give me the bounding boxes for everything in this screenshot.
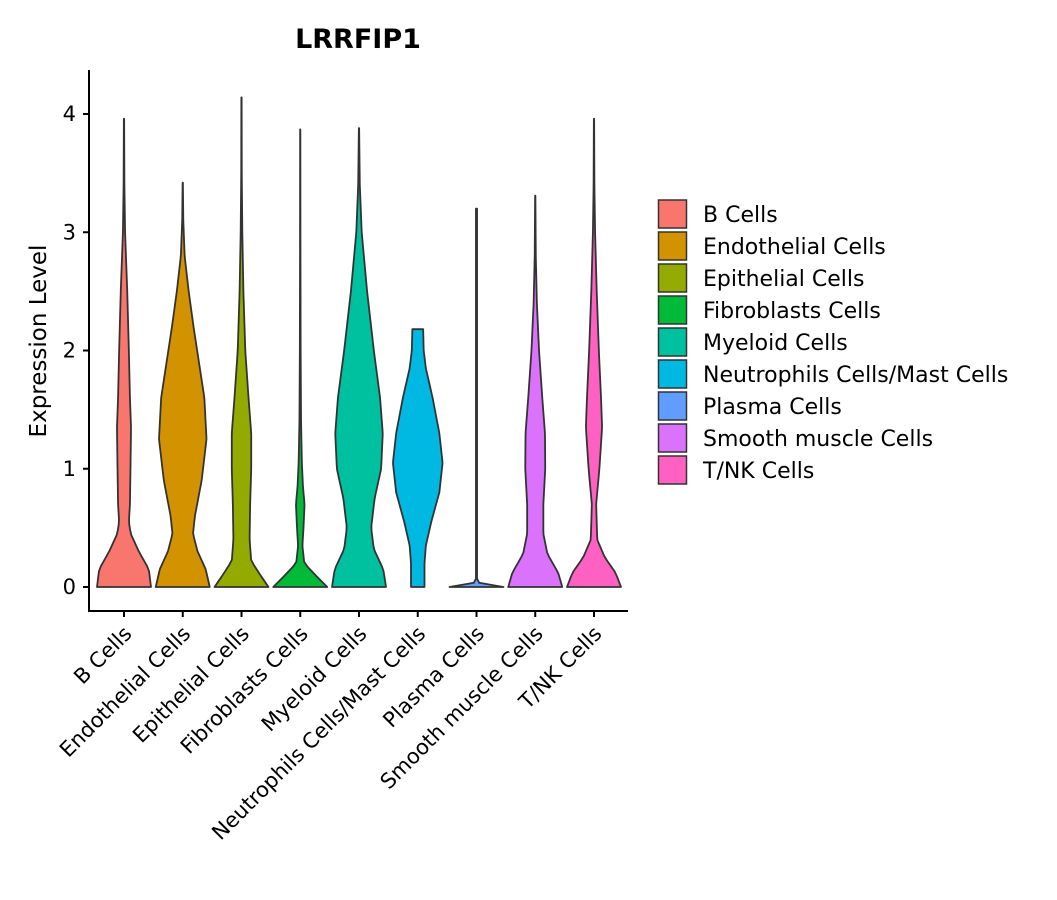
legend-key-7 [657,423,688,453]
legend-label: Fibroblasts Cells [703,299,881,324]
legend-label: T/NK Cells [702,459,814,484]
legend-label: Endothelial Cells [703,235,886,260]
legend-key-4 [657,327,688,357]
violin-group [96,96,622,588]
y-tick-label: 0 [63,575,76,599]
legend-key-6 [657,391,688,421]
y-axis-ticks: 0 1 2 3 4 [63,102,89,599]
x-tick-label: Myeloid Cells [257,622,372,737]
legend-key-2 [657,263,688,293]
legend: B Cells Endothelial Cells Epithelial Cells… [657,199,1008,485]
x-tick-label: Neutrophils Cells/Mast Cells [207,622,430,845]
legend-label: B Cells [703,203,778,228]
violin-8 [566,117,622,588]
violin-1 [154,181,211,588]
legend-label: Smooth muscle Cells [703,427,933,452]
y-tick-label: 4 [63,102,76,126]
legend-label: Neutrophils Cells/Mast Cells [703,363,1008,388]
legend-label: Plasma Cells [703,395,842,420]
legend-label: Epithelial Cells [703,267,864,292]
violin-3 [272,128,329,588]
legend-key-5 [657,359,688,389]
violin-6 [448,207,505,588]
legend-label: Myeloid Cells [703,331,848,356]
legend-key-1 [657,231,688,261]
violin-2 [213,96,270,588]
y-tick-label: 1 [63,457,76,481]
violin-7 [507,194,564,588]
y-tick-label: 2 [63,339,76,363]
legend-key-8 [657,455,688,485]
y-tick-label: 3 [63,220,76,244]
violin-5 [392,328,444,588]
legend-key-0 [657,199,688,229]
legend-key-3 [657,295,688,325]
violin-4 [331,127,387,588]
chart-title: LRRFIP1 [295,24,421,55]
y-axis-title: Expression Level [26,245,52,438]
x-tick-label: Plasma Cells [378,622,489,733]
violin-0 [96,117,152,588]
